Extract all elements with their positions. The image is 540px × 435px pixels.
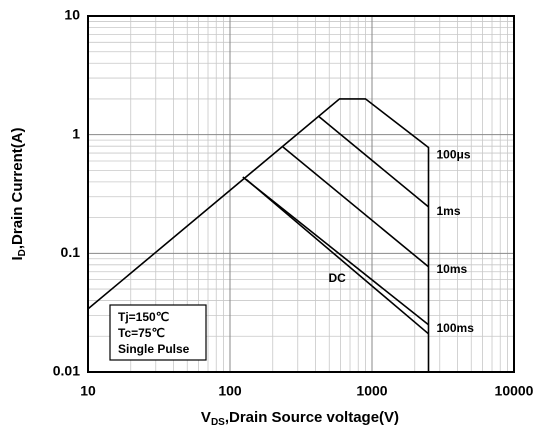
annotation: Tc=75℃ <box>118 326 165 340</box>
y-tick-label: 10 <box>64 7 80 23</box>
series-line <box>317 115 430 208</box>
y-tick-label: 0.01 <box>53 363 80 379</box>
series-label: DC <box>329 271 347 285</box>
y-tick-label: 1 <box>72 125 80 141</box>
x-tick-label: 1000 <box>356 383 387 399</box>
series-line <box>87 98 430 372</box>
x-tick-label: 10 <box>80 383 96 399</box>
annotation-box <box>109 304 207 361</box>
y-label-rest: ,Drain Current(A) <box>9 127 26 249</box>
y-label-main: I <box>9 256 26 260</box>
y-label-sub: D <box>17 249 28 256</box>
x-label-sub: DS <box>211 417 225 428</box>
annotation: Tj=150℃ <box>118 310 169 324</box>
series-label: 100ms <box>437 321 475 335</box>
x-tick-label: 10000 <box>495 383 534 399</box>
y-axis-label: ID,Drain Current(A) <box>9 127 28 260</box>
plot-frame <box>87 15 515 373</box>
x-tick-label: 100 <box>218 383 242 399</box>
series-line <box>282 146 430 268</box>
x-label-rest: ,Drain Source voltage(V) <box>225 409 399 426</box>
series-label: 1ms <box>437 204 461 218</box>
series-label: 10ms <box>437 262 468 276</box>
x-axis-label: VDS,Drain Source voltage(V) <box>201 409 399 428</box>
series-line <box>245 178 430 335</box>
annotation: Single Pulse <box>118 342 190 356</box>
x-label-main: V <box>201 409 211 426</box>
y-tick-label: 0.1 <box>61 244 81 260</box>
series-line <box>242 176 429 326</box>
series-label: 100μs <box>437 148 471 162</box>
